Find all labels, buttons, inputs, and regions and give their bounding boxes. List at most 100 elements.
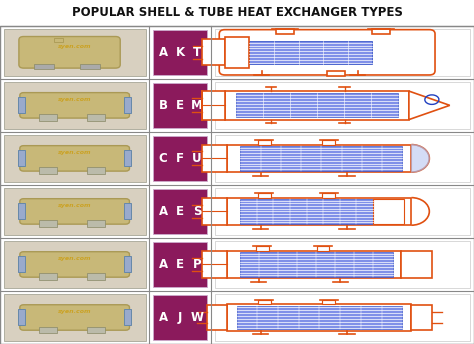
FancyBboxPatch shape	[228, 144, 411, 172]
FancyBboxPatch shape	[228, 251, 401, 278]
Text: J: J	[178, 311, 182, 324]
FancyBboxPatch shape	[153, 295, 207, 340]
FancyBboxPatch shape	[202, 39, 225, 65]
Text: K: K	[175, 46, 185, 59]
FancyBboxPatch shape	[4, 135, 146, 182]
Text: syen.com: syen.com	[58, 44, 91, 49]
FancyBboxPatch shape	[18, 97, 25, 113]
FancyBboxPatch shape	[237, 306, 402, 329]
FancyBboxPatch shape	[87, 273, 105, 280]
Text: syen.com: syen.com	[58, 97, 91, 102]
FancyBboxPatch shape	[39, 221, 57, 227]
Text: syen.com: syen.com	[58, 150, 91, 155]
FancyBboxPatch shape	[34, 64, 54, 69]
FancyBboxPatch shape	[20, 305, 129, 330]
FancyBboxPatch shape	[372, 29, 390, 34]
FancyBboxPatch shape	[124, 203, 131, 219]
FancyBboxPatch shape	[39, 115, 57, 121]
Text: syen.com: syen.com	[58, 309, 91, 314]
FancyBboxPatch shape	[202, 251, 228, 278]
FancyBboxPatch shape	[4, 188, 146, 235]
Text: F: F	[176, 152, 184, 165]
FancyBboxPatch shape	[80, 64, 100, 69]
FancyBboxPatch shape	[317, 246, 329, 251]
Text: syen.com: syen.com	[58, 203, 91, 208]
FancyBboxPatch shape	[39, 168, 57, 174]
FancyBboxPatch shape	[225, 37, 249, 68]
FancyBboxPatch shape	[54, 38, 63, 42]
FancyBboxPatch shape	[240, 199, 373, 224]
FancyBboxPatch shape	[124, 257, 131, 272]
FancyBboxPatch shape	[18, 310, 25, 325]
Text: A: A	[159, 311, 168, 324]
FancyBboxPatch shape	[87, 168, 105, 174]
FancyBboxPatch shape	[18, 150, 25, 166]
FancyBboxPatch shape	[215, 241, 470, 288]
FancyBboxPatch shape	[215, 188, 470, 235]
Text: C: C	[159, 152, 168, 165]
FancyBboxPatch shape	[153, 83, 207, 128]
FancyBboxPatch shape	[87, 221, 105, 227]
FancyBboxPatch shape	[215, 294, 470, 341]
FancyBboxPatch shape	[4, 82, 146, 129]
FancyBboxPatch shape	[236, 93, 398, 117]
FancyBboxPatch shape	[401, 251, 432, 278]
FancyBboxPatch shape	[124, 310, 131, 325]
FancyBboxPatch shape	[215, 29, 470, 76]
Text: E: E	[176, 99, 184, 112]
FancyBboxPatch shape	[20, 146, 129, 171]
FancyBboxPatch shape	[411, 305, 432, 330]
Text: E: E	[176, 205, 184, 218]
FancyBboxPatch shape	[4, 294, 146, 341]
FancyBboxPatch shape	[18, 203, 25, 219]
Text: POPULAR SHELL & TUBE HEAT EXCHANGER TYPES: POPULAR SHELL & TUBE HEAT EXCHANGER TYPE…	[72, 7, 402, 19]
FancyBboxPatch shape	[20, 199, 129, 224]
FancyBboxPatch shape	[225, 91, 409, 120]
FancyBboxPatch shape	[219, 30, 435, 75]
FancyBboxPatch shape	[4, 241, 146, 288]
FancyBboxPatch shape	[373, 199, 404, 224]
FancyBboxPatch shape	[322, 140, 335, 144]
FancyBboxPatch shape	[124, 150, 131, 166]
Text: P: P	[193, 258, 201, 271]
FancyBboxPatch shape	[39, 273, 57, 280]
FancyBboxPatch shape	[153, 136, 207, 181]
FancyBboxPatch shape	[202, 91, 225, 120]
FancyBboxPatch shape	[249, 41, 372, 64]
FancyBboxPatch shape	[153, 30, 207, 75]
FancyBboxPatch shape	[18, 257, 25, 272]
FancyBboxPatch shape	[124, 97, 131, 113]
Text: A: A	[159, 258, 168, 271]
FancyBboxPatch shape	[4, 29, 146, 76]
FancyBboxPatch shape	[322, 300, 335, 304]
Text: W: W	[191, 311, 203, 324]
Text: S: S	[193, 205, 201, 218]
Text: M: M	[191, 99, 203, 112]
Polygon shape	[409, 91, 450, 120]
FancyBboxPatch shape	[276, 29, 294, 34]
FancyBboxPatch shape	[327, 71, 345, 76]
FancyBboxPatch shape	[87, 115, 105, 121]
FancyBboxPatch shape	[20, 252, 129, 277]
FancyBboxPatch shape	[322, 193, 335, 198]
FancyBboxPatch shape	[202, 144, 228, 172]
FancyBboxPatch shape	[256, 246, 269, 251]
Text: T: T	[193, 46, 201, 59]
Text: E: E	[176, 258, 184, 271]
Polygon shape	[411, 144, 429, 172]
FancyBboxPatch shape	[240, 146, 402, 171]
Text: U: U	[192, 152, 202, 165]
FancyBboxPatch shape	[258, 140, 271, 144]
FancyBboxPatch shape	[20, 93, 129, 118]
FancyBboxPatch shape	[207, 305, 228, 330]
FancyBboxPatch shape	[87, 326, 105, 333]
FancyBboxPatch shape	[202, 198, 228, 225]
Text: A: A	[159, 205, 168, 218]
FancyBboxPatch shape	[240, 252, 392, 277]
FancyBboxPatch shape	[258, 300, 271, 304]
FancyBboxPatch shape	[258, 193, 271, 198]
FancyBboxPatch shape	[153, 242, 207, 287]
FancyBboxPatch shape	[153, 189, 207, 234]
FancyBboxPatch shape	[39, 326, 57, 333]
FancyBboxPatch shape	[228, 304, 411, 331]
